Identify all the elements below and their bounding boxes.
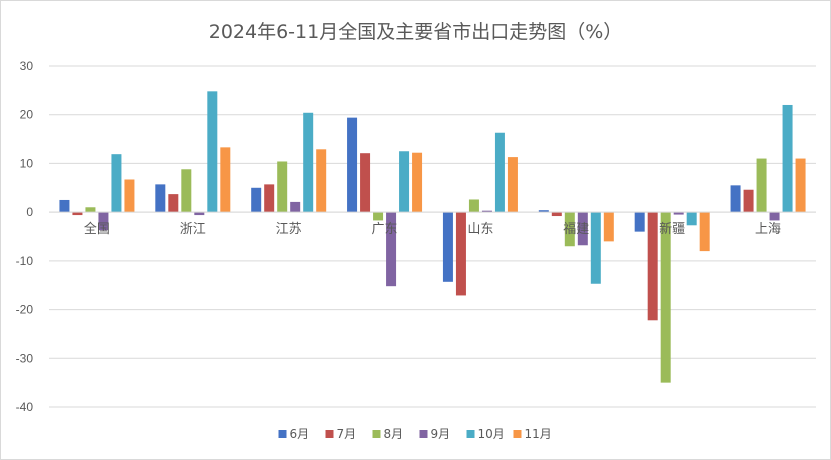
y-tick-label: 20 (20, 108, 34, 122)
bar (347, 117, 358, 213)
bar (468, 199, 479, 213)
bar (98, 212, 109, 231)
legend-label: 8月 (384, 427, 404, 441)
legend-swatch (372, 430, 381, 438)
bar (782, 104, 793, 213)
x-tick-label: 浙江 (180, 222, 206, 237)
bar (673, 212, 684, 215)
bar (730, 185, 741, 213)
x-tick-label: 上海 (755, 222, 781, 237)
bar (220, 147, 231, 213)
bar (251, 187, 262, 213)
bar (124, 179, 135, 213)
bar (316, 149, 327, 213)
bar (455, 212, 466, 296)
legend-swatch (419, 430, 428, 438)
legend-label: 7月 (337, 427, 357, 441)
x-tick-label: 江苏 (276, 221, 302, 237)
bar (264, 184, 275, 213)
bar (399, 151, 410, 213)
y-tick-label: 10 (20, 156, 34, 170)
bar (207, 91, 218, 213)
bar (577, 212, 588, 246)
legend-swatch (513, 430, 522, 438)
bar (769, 212, 780, 221)
bar (647, 212, 658, 321)
legend-label: 11月 (525, 427, 552, 441)
y-tick-label: -30 (16, 351, 34, 365)
bar (564, 212, 575, 247)
bar (168, 194, 179, 213)
bar (743, 189, 754, 213)
x-tick-label: 全国 (84, 221, 110, 237)
x-tick-label: 新疆 (659, 221, 685, 237)
x-tick-label: 福建 (563, 222, 589, 237)
y-tick-label: -40 (16, 400, 34, 414)
legend-label: 9月 (431, 427, 451, 441)
bar (59, 199, 70, 213)
bar (277, 161, 288, 213)
legend-swatch (278, 430, 287, 438)
bar (756, 158, 767, 213)
x-tick-label: 山东 (467, 222, 493, 237)
bar (538, 210, 549, 213)
bar (795, 158, 806, 213)
bar (634, 212, 645, 232)
bar (303, 112, 314, 213)
bar (699, 212, 710, 252)
legend-swatch (466, 430, 475, 438)
y-tick-label: 30 (20, 59, 34, 73)
bar (507, 157, 518, 213)
bar (590, 212, 601, 284)
bar (373, 212, 384, 221)
bar (181, 169, 192, 213)
bar (360, 153, 371, 213)
bar (111, 154, 122, 213)
bar (85, 207, 96, 213)
y-tick-label: -10 (16, 254, 34, 268)
x-tick-label: 广东 (372, 222, 398, 237)
bar (442, 212, 453, 282)
bar (386, 212, 397, 287)
bar (194, 212, 205, 216)
bar (686, 212, 697, 226)
legend-label: 6月 (290, 427, 310, 441)
legend: 6月 7月 8月 9月 10月 11月 (278, 427, 552, 441)
y-tick-label: -20 (16, 303, 34, 317)
bar (603, 212, 614, 242)
chart-title: 2024年6-11月全国及主要省市出口走势图（%） (208, 21, 623, 43)
bar (494, 132, 505, 213)
bar (660, 212, 671, 383)
legend-label: 10月 (478, 427, 505, 441)
bars (59, 91, 806, 383)
bar (155, 184, 166, 213)
y-tick-label: 0 (26, 205, 33, 219)
bar (481, 210, 492, 213)
axes: 30 20 10 0 -10 -20 -30 -40 全国 浙江 江苏 广东 山东 福建 新疆 上海 (16, 59, 816, 414)
bar (551, 212, 562, 217)
bar (72, 212, 83, 216)
bar (290, 201, 301, 213)
legend-swatch (325, 430, 334, 438)
bar (412, 152, 423, 213)
